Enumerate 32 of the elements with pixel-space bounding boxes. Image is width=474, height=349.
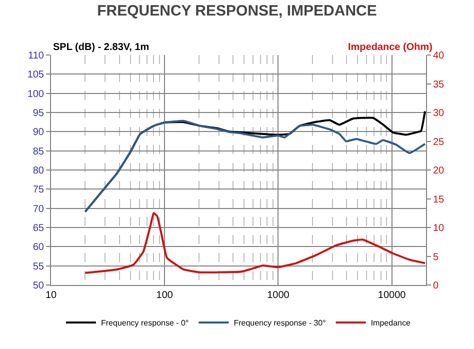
x-tick-label: 1000: [267, 290, 290, 301]
x-tick-label: 10: [45, 290, 57, 301]
y-tick-label: 85: [32, 146, 44, 158]
y2-tick-label: 30: [433, 108, 445, 119]
y2-tick-label: 25: [433, 136, 445, 148]
y2-axis-title: Impedance (Ohm): [348, 42, 432, 53]
y2-tick-label: 5: [433, 252, 439, 263]
y-tick-label: 70: [32, 204, 44, 215]
y-tick-label: 95: [32, 108, 44, 119]
legend-label: Impedance: [370, 318, 411, 328]
legend-label: Frequency response - 30°: [234, 318, 326, 328]
y2-tick-label: 10: [433, 223, 445, 234]
y-tick-label: 65: [32, 223, 44, 234]
x-tick-label: 100: [156, 290, 174, 301]
legend-label: Frequency response - 0°: [101, 318, 189, 328]
y-tick-label: 75: [32, 184, 44, 196]
y-tick-label: 90: [32, 127, 44, 138]
y2-tick-label: 20: [433, 166, 445, 176]
y-tick-label: 105: [27, 70, 44, 81]
y-axis-title: SPL (dB) - 2.83V, 1m: [53, 42, 150, 53]
y2-tick-label: 0: [433, 280, 439, 292]
y-tick-label: 60: [32, 242, 44, 254]
y2-tick-label: 35: [433, 79, 445, 90]
x-tick-label: 10000: [378, 290, 406, 301]
y-tick-label: 100: [27, 88, 44, 100]
y2-tick-label: 15: [433, 194, 445, 206]
y2-tick-label: 40: [433, 50, 445, 62]
y-tick-label: 50: [32, 280, 44, 292]
y-tick-label: 110: [28, 50, 44, 62]
y-tick-label: 55: [32, 261, 44, 272]
y-tick-label: 80: [32, 166, 44, 176]
chart-title: FREQUENCY RESPONSE, IMPEDANCE: [97, 2, 377, 20]
